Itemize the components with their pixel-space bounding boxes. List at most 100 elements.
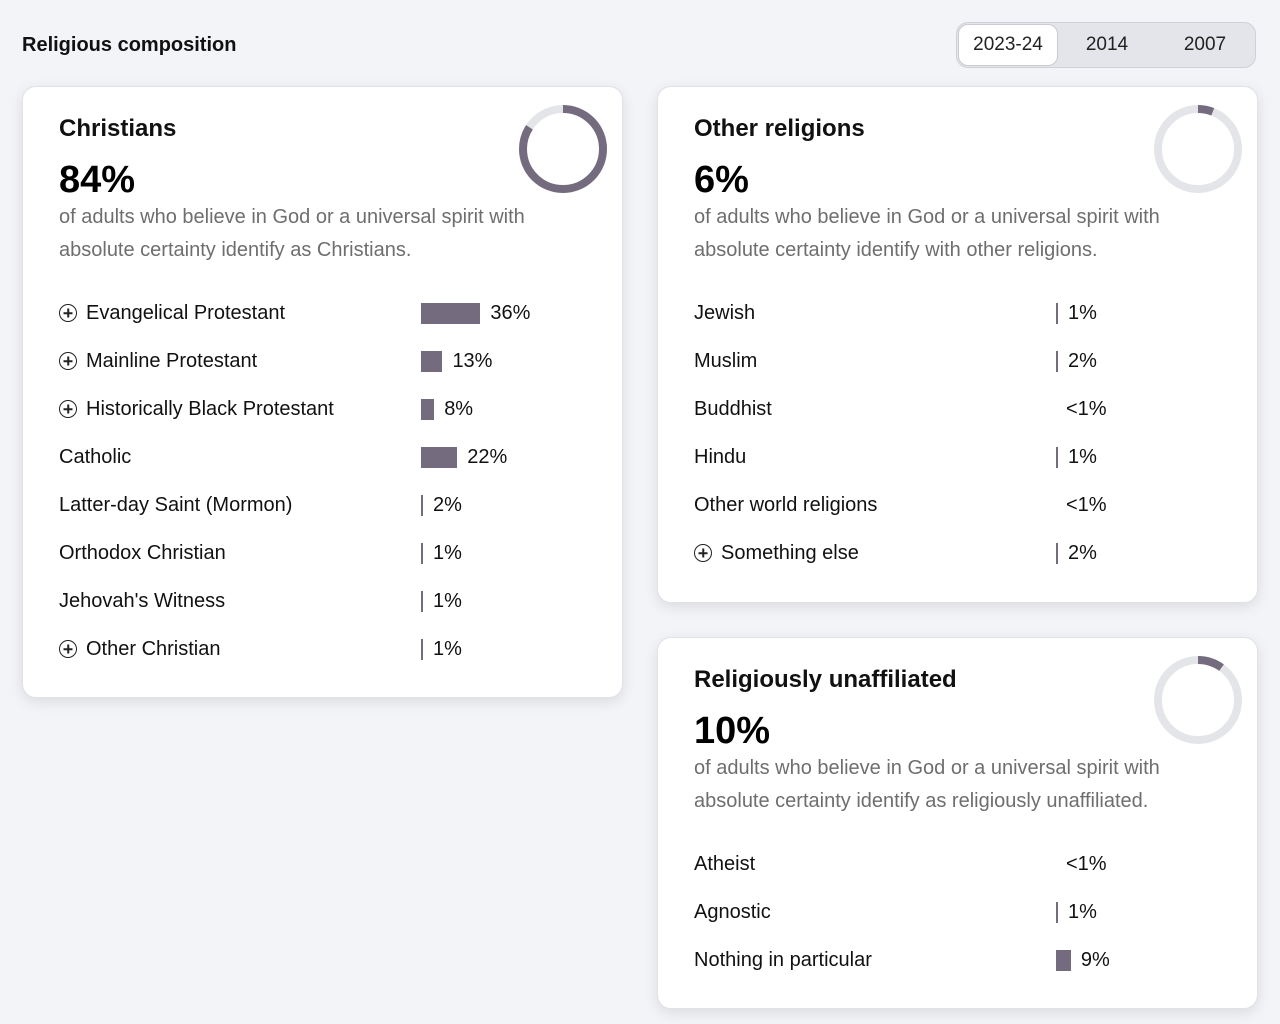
plus-circle-icon[interactable] [59,400,77,418]
row-label-group[interactable]: Something else [694,542,859,565]
row-label-group: Nothing in particular [694,949,872,972]
list-item: Nothing in particular 9% [694,936,1237,984]
row-label-group: Orthodox Christian [59,542,226,565]
list-item[interactable]: Something else 2% [694,529,1237,577]
value-bar [421,302,481,324]
row-label-group: Latter-day Saint (Mormon) [59,494,292,517]
row-value: 2% [1068,541,1097,564]
row-label: Hindu [694,445,747,468]
row-label: Atheist [694,852,756,875]
list-item: Atheist <1% [694,840,1237,888]
row-label-group: Other world religions [694,494,877,517]
row-value: <1% [1066,493,1107,516]
row-value: 9% [1080,948,1110,971]
row-label: Historically Black Protestant [86,397,334,420]
row-value: <1% [1066,852,1107,875]
row-value: 8% [444,397,474,420]
row-value: <1% [1066,397,1107,420]
value-bar [1056,350,1058,372]
bar-group: 22% [421,446,507,469]
bar-group: 1% [421,590,462,613]
list-item: Buddhist <1% [694,385,1237,433]
bar-group: 36% [421,302,530,325]
row-label-group: Hindu [694,446,746,469]
row-label: Latter-day Saint (Mormon) [59,493,293,516]
bar-group: 1% [421,638,462,661]
card-description: of adults who believe in God or a univer… [694,757,1160,812]
value-bar [421,350,443,372]
row-value: 36% [490,301,531,324]
row-label-group: Atheist [694,853,755,876]
donut-arc [1154,105,1242,193]
row-label: Jewish [694,301,756,324]
bar-group: 2% [421,494,462,517]
value-bar [421,590,423,612]
bar-group: <1% [1066,853,1107,876]
unaffiliated-rows: Atheist <1% Agnostic 1% Nothing in particula… [694,840,1237,984]
bar-group: 1% [421,542,462,565]
row-label-group[interactable]: Evangelical Protestant [59,302,285,325]
other-religions-card: Other religions 6% of adults who believe… [657,86,1258,603]
plus-circle-icon[interactable] [694,544,712,562]
bar-group: 8% [421,398,473,421]
row-value: 2% [433,493,462,516]
row-label-group: Muslim [694,350,757,373]
list-item: Catholic 22% [59,433,602,481]
plus-circle-icon[interactable] [59,352,77,370]
row-value: 1% [1068,445,1097,468]
bar-group: 2% [1056,350,1097,373]
row-label: Nothing in particular [694,948,872,971]
card-title: Other religions [694,115,865,142]
row-label-group[interactable]: Other Christian [59,638,221,661]
list-item: Jewish 1% [694,289,1237,337]
bar-group: <1% [1066,398,1107,421]
christians-rows: Evangelical Protestant 36% Mainline Protes… [59,289,602,673]
row-label-group: Jehovah's Witness [59,590,225,613]
headline-percentage: 10% [694,710,771,752]
value-bar [421,542,423,564]
row-label-group: Jewish [694,302,755,325]
year-tab-2014[interactable]: 2014 [1058,24,1156,66]
row-label: Other world religions [694,493,878,516]
row-label-group[interactable]: Mainline Protestant [59,350,257,373]
year-tab-2023-24[interactable]: 2023-24 [958,24,1058,66]
row-value: 1% [433,637,462,660]
headline-percentage: 84% [59,159,136,201]
christians-card: Christians 84% of adults who believe in … [22,86,623,698]
year-toggle: 2023-24 2014 2007 [956,22,1256,68]
list-item[interactable]: Evangelical Protestant 36% [59,289,602,337]
list-item[interactable]: Mainline Protestant 13% [59,337,602,385]
list-item: Orthodox Christian 1% [59,529,602,577]
row-label: Agnostic [694,900,771,923]
row-label-group: Agnostic [694,901,771,924]
plus-circle-icon[interactable] [59,304,77,322]
year-tab-2007[interactable]: 2007 [1156,24,1254,66]
row-label: Mainline Protestant [86,349,258,372]
bar-group: 1% [1056,901,1097,924]
value-bar [421,638,423,660]
bar-group: 13% [421,350,492,373]
christians-donut-chart [519,105,607,193]
bar-group: 9% [1056,949,1110,972]
value-bar [1056,949,1071,971]
list-item[interactable]: Historically Black Protestant 8% [59,385,602,433]
bar-group: 2% [1056,542,1097,565]
row-label: Muslim [694,349,758,372]
list-item: Other world religions <1% [694,481,1237,529]
row-label-group: Buddhist [694,398,772,421]
card-title: Religiously unaffiliated [694,666,957,693]
row-label: Other Christian [86,637,221,660]
donut-arc [519,105,607,193]
value-bar [1056,542,1058,564]
bar-group: 1% [1056,446,1097,469]
list-item[interactable]: Other Christian 1% [59,625,602,673]
list-item: Latter-day Saint (Mormon) 2% [59,481,602,529]
plus-circle-icon[interactable] [59,640,77,658]
row-label-group[interactable]: Historically Black Protestant [59,398,334,421]
row-label: Jehovah's Witness [59,589,226,612]
page-title: Religious composition [22,34,237,56]
row-label-group: Catholic [59,446,131,469]
row-value: 1% [1068,900,1097,923]
row-value: 1% [433,541,462,564]
row-value: 2% [1068,349,1097,372]
